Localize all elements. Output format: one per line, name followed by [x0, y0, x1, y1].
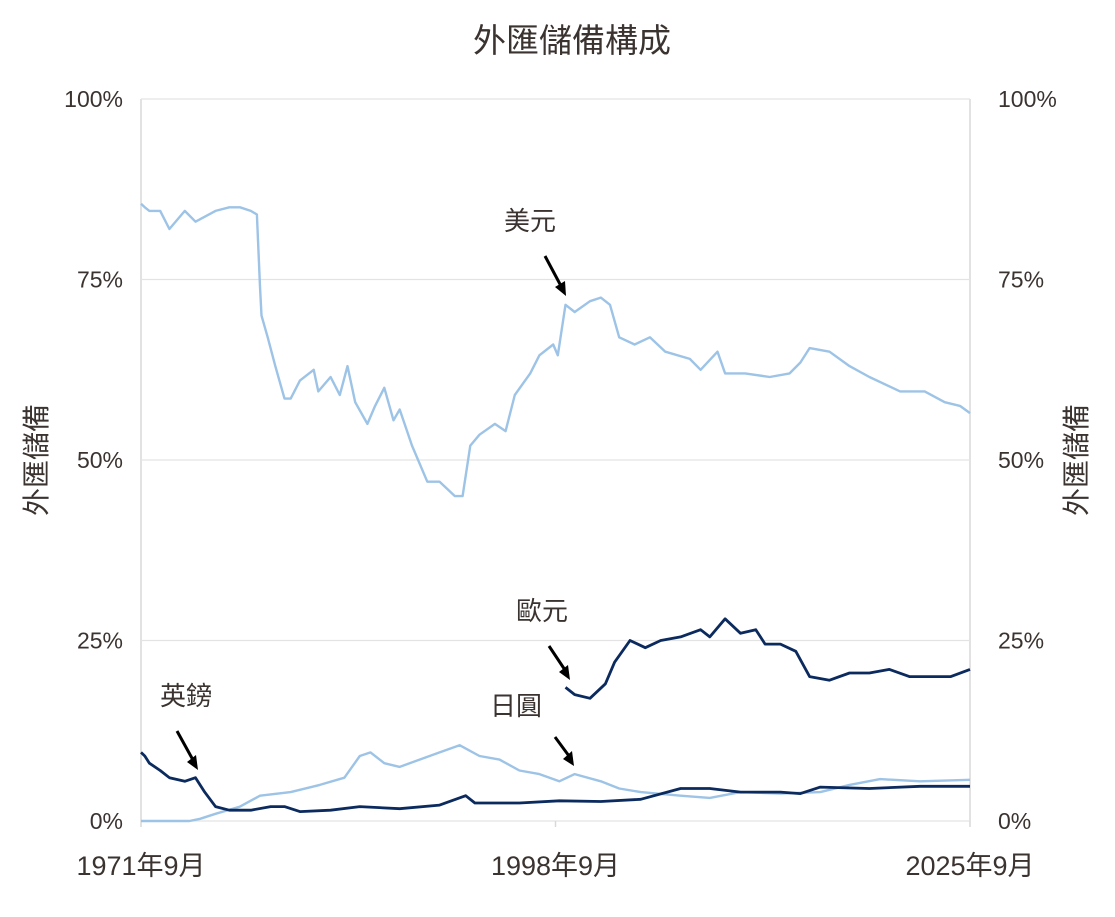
arrow-head-eur — [559, 665, 570, 680]
y-tick-label: 0% — [90, 808, 123, 834]
y-axis-left: 0% 25% 50% 75% 100% — [64, 86, 123, 834]
annotation-eur: 歐元 — [516, 597, 568, 627]
x-tick-label: 1971年9月 — [76, 851, 205, 881]
annotations: 美元 歐元 英鎊 日圓 — [160, 207, 574, 770]
y-tick-label-right: 0% — [998, 808, 1031, 834]
arrow-head-jpy — [563, 751, 574, 766]
y-tick-label-right: 25% — [998, 628, 1044, 654]
arrow-eur — [547, 645, 567, 671]
y-tick-label: 50% — [77, 447, 123, 473]
y-tick-label-right: 50% — [998, 447, 1044, 473]
x-tick-label: 1998年9月 — [491, 851, 620, 881]
series-line-日圓 — [141, 744, 971, 823]
y-tick-label-right: 100% — [998, 86, 1057, 112]
arrow-gbp — [175, 730, 195, 761]
y-tick-label: 25% — [77, 628, 123, 654]
y-axis-right: 0% 25% 50% 75% 100% — [998, 86, 1057, 834]
series-lines — [140, 202, 971, 823]
annotation-usd: 美元 — [504, 207, 556, 237]
x-axis: 1971年9月 1998年9月 2025年9月 — [76, 821, 1035, 881]
y-tick-label: 75% — [77, 267, 123, 293]
arrow-head-usd — [555, 281, 566, 296]
arrow-head-gbp — [187, 755, 198, 770]
arrow-usd — [543, 255, 563, 287]
y-axis-right-label: 外匯儲備 — [1060, 404, 1093, 516]
series-line-英鎊 — [140, 751, 970, 813]
annotation-jpy: 日圓 — [490, 692, 542, 722]
series-line-美元 — [140, 202, 971, 498]
x-tick-label: 2025年9月 — [905, 851, 1034, 881]
arrow-jpy — [553, 736, 571, 757]
series-line-歐元 — [564, 617, 971, 700]
y-tick-label-right: 75% — [998, 267, 1044, 293]
y-tick-label: 100% — [64, 86, 123, 112]
chart-title: 外匯儲備構成 — [473, 21, 671, 60]
annotation-gbp: 英鎊 — [160, 682, 212, 712]
y-axis-left-label: 外匯儲備 — [20, 404, 53, 516]
